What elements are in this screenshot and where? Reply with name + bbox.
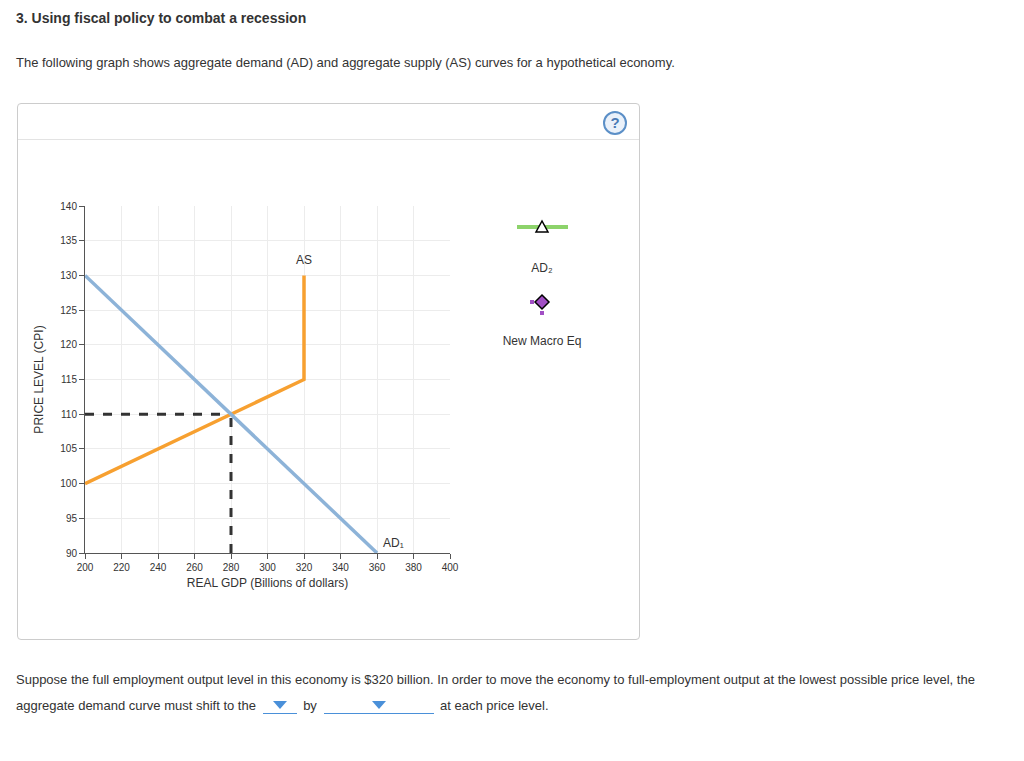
svg-text:100: 100: [60, 478, 77, 489]
html-text:Suppose the full employment ou: Suppose the full employment output level…: [16, 672, 975, 713]
html-text:New Macro Eq: New Macro Eq: [502, 334, 582, 348]
svg-text:125: 125: [60, 305, 77, 316]
svg-text:220: 220: [113, 562, 130, 573]
html-text:AD₂: AD₂: [531, 261, 553, 275]
svg-text:200: 200: [77, 562, 94, 573]
svg-text:90: 90: [66, 548, 78, 559]
svg-text:105: 105: [60, 443, 77, 454]
svg-text:380: 380: [405, 562, 422, 573]
svg-text:120: 120: [60, 339, 77, 350]
svg-text:300: 300: [259, 562, 276, 573]
html-text:by: by: [299, 698, 321, 713]
svg-text:AS: AS: [296, 253, 312, 267]
svg-text:130: 130: [60, 270, 77, 281]
svg-text:260: 260: [186, 562, 203, 573]
svg-text:400: 400: [442, 562, 459, 573]
svg-text:240: 240: [150, 562, 167, 573]
svg-text:PRICE LEVEL (CPI): PRICE LEVEL (CPI): [32, 325, 46, 433]
svg-text:AD₁: AD₁: [383, 536, 404, 550]
html-text:The following graph shows aggr: The following graph shows aggregate dema…: [16, 55, 675, 70]
html-text:3. Using fiscal policy to comb: 3. Using fiscal policy to combat a reces…: [16, 10, 307, 26]
svg-text:280: 280: [223, 562, 240, 573]
svg-text:135: 135: [60, 235, 77, 246]
html-text:at each price level.: at each price level.: [436, 698, 549, 713]
svg-text:95: 95: [66, 513, 78, 524]
svg-text:360: 360: [369, 562, 386, 573]
svg-text:340: 340: [332, 562, 349, 573]
svg-text:320: 320: [296, 562, 313, 573]
svg-text:110: 110: [61, 409, 77, 420]
svg-text:140: 140: [60, 201, 77, 212]
svg-text:REAL GDP (Billions of dollars): REAL GDP (Billions of dollars): [187, 576, 348, 590]
svg-text:115: 115: [61, 374, 77, 385]
